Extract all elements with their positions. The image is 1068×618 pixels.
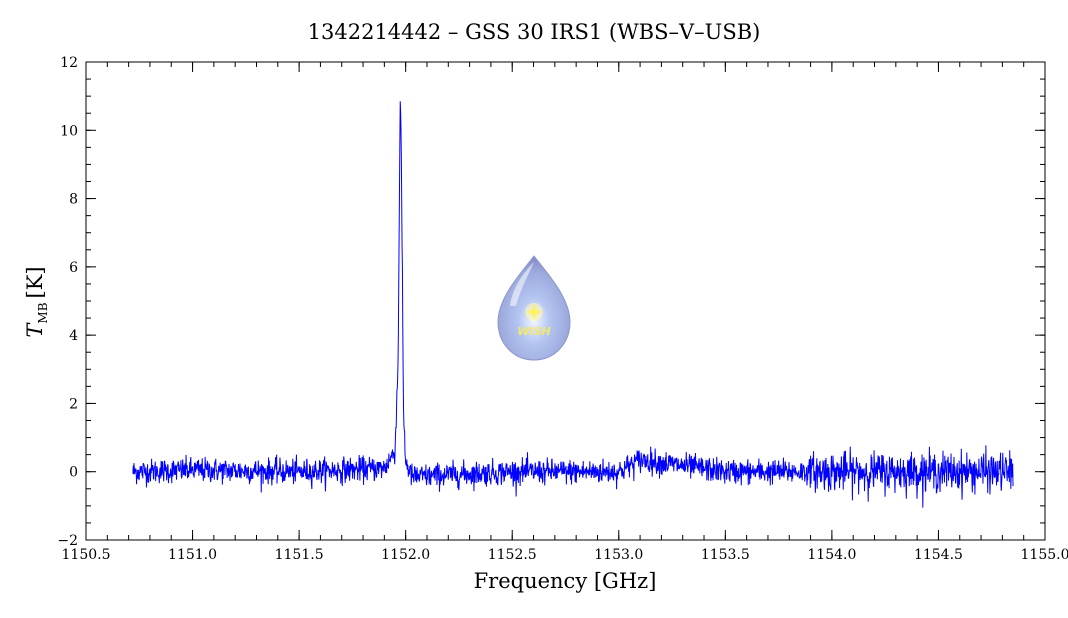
y-tick-label: 6	[69, 260, 78, 276]
y-tick-label: 4	[69, 328, 78, 344]
y-axis-label-symbol: T	[23, 322, 47, 338]
x-tick-label: 1154.0	[807, 547, 856, 563]
x-tick-label: 1153.5	[701, 547, 750, 563]
x-tick-label: 1155.0	[1021, 547, 1068, 563]
logo-text: WISH	[517, 325, 550, 338]
x-tick-label: 1151.5	[275, 547, 324, 563]
spectrum-line	[132, 101, 1014, 508]
x-tick-label: 1152.5	[488, 547, 537, 563]
series-layer	[132, 101, 1014, 508]
x-tick-label: 1150.5	[62, 547, 111, 563]
y-tick-label: 12	[60, 55, 78, 71]
y-axis-label-subscript: MB	[36, 302, 50, 323]
chart-title: 1342214442 – GSS 30 IRS1 (WBS–V–USB)	[308, 20, 761, 44]
star-icon	[525, 303, 543, 321]
y-tick-label: 10	[60, 123, 78, 139]
x-axis-label: Frequency [GHz]	[474, 569, 657, 593]
y-tick-label: 2	[69, 396, 78, 412]
x-tick-label: 1154.5	[914, 547, 963, 563]
y-tick-label: 8	[69, 192, 78, 208]
x-tick-label: 1153.0	[594, 547, 643, 563]
x-tick-label: 1152.0	[381, 547, 430, 563]
plot-area: 1150.5 1151.0 1151.5 1152.0 1152.5 1153.0 1153…	[57, 55, 1068, 563]
y-tick-label: 0	[69, 465, 78, 481]
y-axis-label: TMB [K]	[23, 266, 50, 337]
wish-logo: WISH	[497, 255, 571, 361]
y-axis: −2 0 2 4 6 8 10 12	[57, 55, 1045, 549]
x-axis: 1150.5 1151.0 1151.5 1152.0 1152.5 1153.0 1153…	[62, 62, 1068, 563]
svg-text:TMB[K]: TMB [K]	[23, 266, 50, 337]
y-axis-label-unit: [K]	[23, 266, 47, 298]
x-tick-label: 1151.0	[168, 547, 217, 563]
y-tick-label: −2	[57, 533, 78, 549]
